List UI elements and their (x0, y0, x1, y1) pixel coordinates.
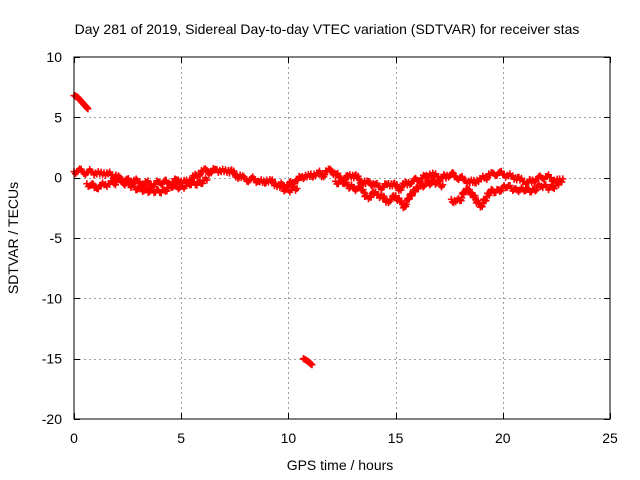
x-axis-title: GPS time / hours (287, 457, 394, 473)
x-tick-label: 0 (70, 430, 78, 446)
data-point (84, 105, 92, 113)
x-tick-label: 10 (281, 430, 297, 446)
data-point (163, 187, 171, 195)
data-point (523, 184, 531, 192)
data-point (199, 179, 207, 187)
data-point (532, 186, 540, 194)
data-point (439, 181, 447, 189)
data-point (364, 177, 372, 185)
data-point (531, 187, 539, 195)
data-point (448, 169, 456, 177)
data-point (474, 197, 482, 205)
data-point (268, 176, 276, 184)
series-1 (83, 174, 563, 212)
y-tick-label: 0 (54, 170, 62, 186)
axis-ticks: 0 5 10 15 20 25 -20 -15 -10 -5 0 5 10 (42, 49, 618, 446)
data-point (280, 187, 288, 195)
data-point (435, 177, 443, 185)
data-point (354, 172, 362, 180)
data-point (326, 165, 334, 173)
data-point (118, 176, 126, 184)
data-point (144, 177, 152, 185)
x-tick-label: 15 (388, 430, 404, 446)
data-point (414, 185, 422, 193)
data-point (201, 165, 209, 173)
y-tick-label: -15 (42, 351, 62, 367)
data-points (70, 92, 567, 369)
y-tick-label: -5 (50, 230, 63, 246)
data-point (308, 361, 316, 369)
data-point (132, 175, 140, 183)
data-point (555, 181, 563, 189)
data-point (429, 176, 437, 184)
data-point (293, 185, 301, 193)
y-tick-label: -20 (42, 411, 62, 427)
data-point (203, 176, 211, 184)
x-tick-label: 5 (177, 430, 185, 446)
chart-title: Day 281 of 2019, Sidereal Day-to-day VTE… (75, 21, 580, 37)
data-point (139, 188, 147, 196)
x-tick-label: 25 (602, 430, 618, 446)
data-point (367, 193, 375, 201)
y-tick-label: 5 (54, 109, 62, 125)
data-point (277, 182, 285, 190)
data-point (393, 181, 401, 189)
y-axis-title: SDTVAR / TECUs (5, 182, 21, 294)
y-tick-label: 10 (46, 49, 62, 65)
x-tick-label: 20 (495, 430, 511, 446)
series-2 (70, 92, 92, 113)
data-point (397, 186, 405, 194)
data-point (559, 175, 567, 183)
y-tick-label: -10 (42, 290, 62, 306)
data-point (496, 188, 504, 196)
data-point (343, 179, 351, 187)
series-3 (299, 355, 316, 369)
data-point (497, 187, 505, 195)
